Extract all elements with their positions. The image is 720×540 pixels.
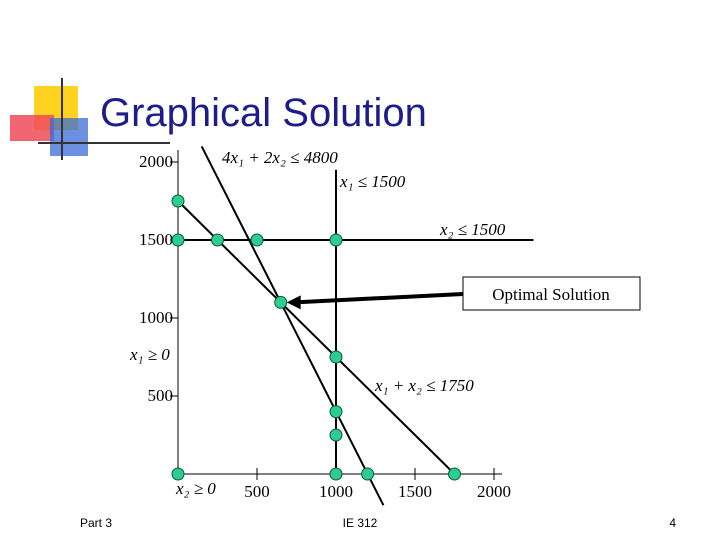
corner-point [171, 194, 185, 208]
corner-point [329, 428, 343, 442]
x-tick-label: 1500 [398, 482, 432, 501]
footer-left: Part 3 [80, 516, 112, 530]
corner-point [171, 233, 185, 247]
constraint-label: x₁ + x₂ ≤ 1750 [374, 376, 474, 395]
x-tick-label: 1000 [319, 482, 353, 501]
annotation-text: Optimal Solution [492, 285, 610, 304]
constraint-label: x₁ ≤ 1500 [339, 172, 406, 191]
corner-point [361, 467, 375, 481]
corner-point [448, 467, 461, 481]
constraint-label: x₂ ≤ 1500 [439, 220, 506, 239]
x-tick-label: 2000 [477, 482, 511, 501]
slide-title: Graphical Solution [100, 91, 427, 135]
y-tick-label: 2000 [139, 152, 173, 171]
footer-center: IE 312 [343, 516, 378, 530]
corner-point [250, 233, 264, 247]
constraint-line [200, 145, 385, 506]
y-axis-label: x₁ ≥ 0 [129, 345, 170, 364]
logo [10, 78, 170, 160]
corner-point [274, 295, 288, 309]
corner-point [329, 405, 343, 419]
annotation-box [462, 276, 641, 311]
y-tick-label: 1500 [139, 230, 173, 249]
constraint-label: 4x₁ + 2x₂ ≤ 4800 [222, 148, 338, 167]
y-tick-label: 1000 [139, 308, 173, 327]
corner-point [329, 233, 343, 247]
logo-blue [50, 118, 88, 156]
constraint-line [177, 200, 456, 475]
corner-point [329, 467, 343, 481]
logo-red [10, 115, 54, 141]
corner-point [171, 467, 185, 481]
corner-point [329, 350, 343, 364]
y-tick-label: 500 [148, 386, 174, 405]
annotation-arrow [294, 292, 464, 305]
plot: 500 1000 1500 2000 500 1000 1500 2000 x₂ ≥ 0 x₁ ≥… [129, 145, 641, 506]
x-tick-label: 500 [244, 482, 270, 501]
x-axis-label: x₂ ≥ 0 [175, 479, 216, 498]
annotation-arrowhead [286, 295, 301, 310]
page-number: 4 [669, 516, 676, 530]
corner-point [211, 233, 224, 247]
